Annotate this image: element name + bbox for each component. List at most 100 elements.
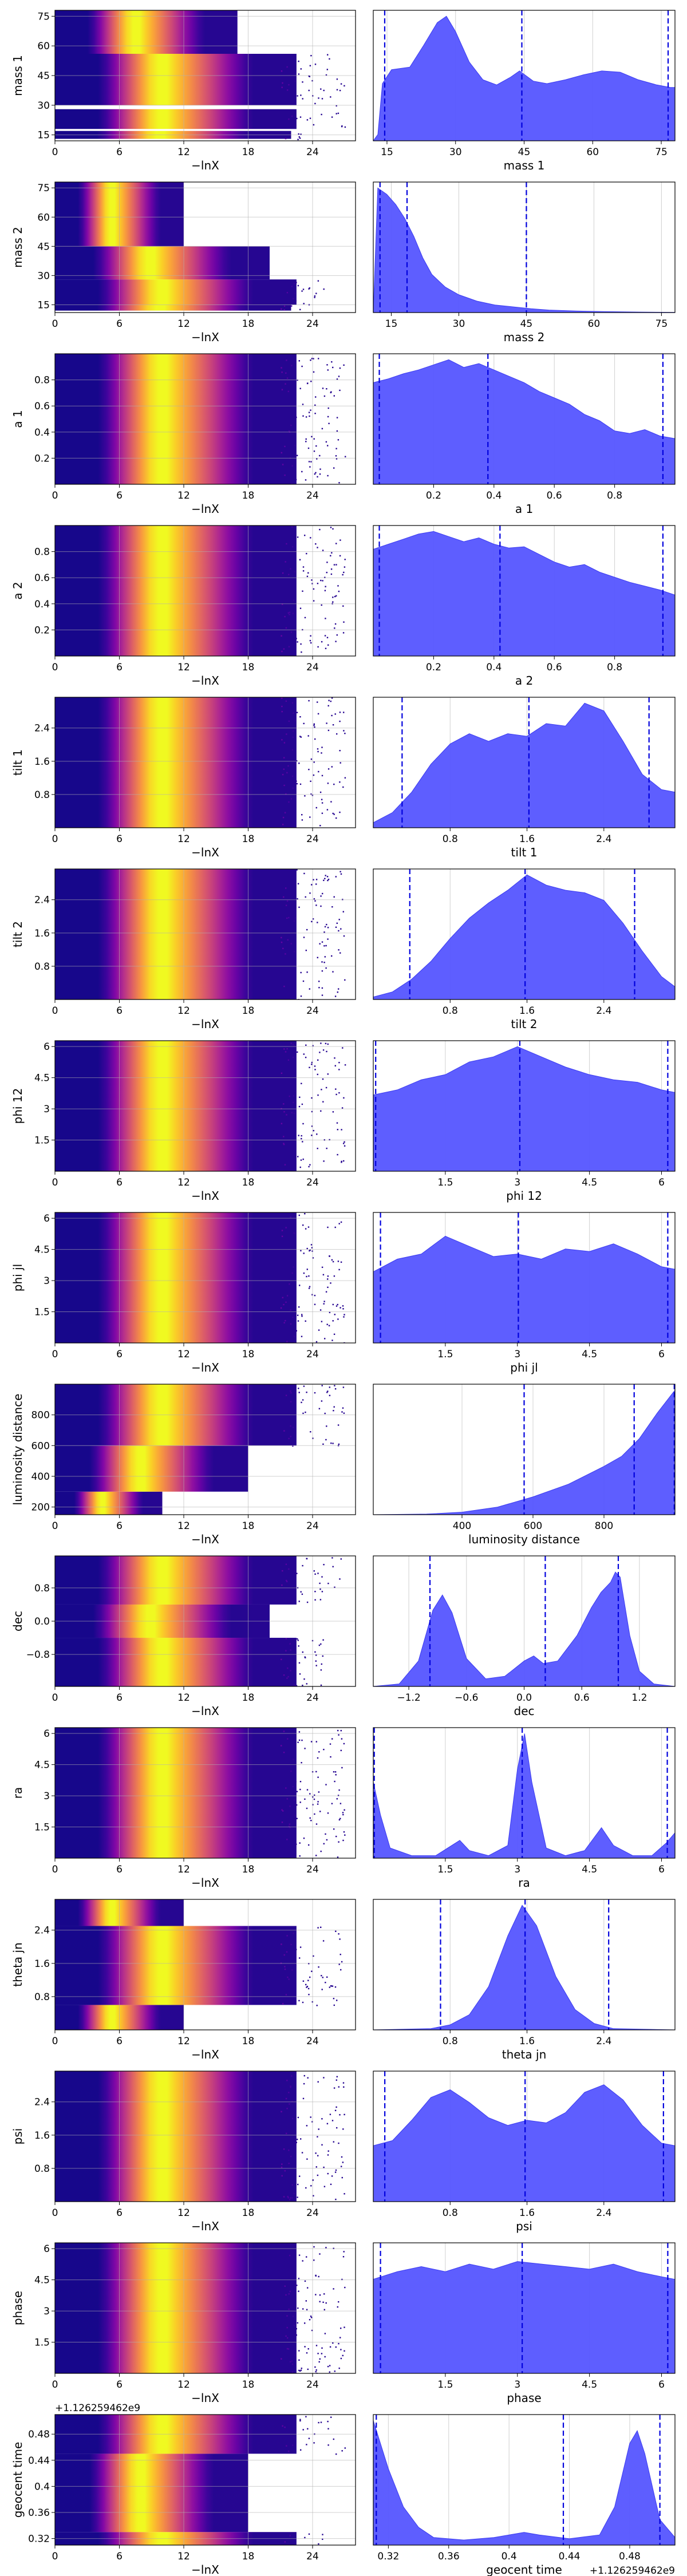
trace-point [309, 1250, 310, 1252]
trace-point [333, 2087, 335, 2089]
trace-point [325, 441, 327, 443]
trace-point [286, 1798, 288, 1800]
trace-point [311, 1061, 313, 1064]
trace-point [322, 1655, 323, 1657]
trace-point [308, 1287, 310, 1289]
trace-point [290, 1392, 292, 1394]
trace-point [330, 700, 331, 702]
trace-ylabel: mass 2 [11, 227, 25, 268]
trace-point [314, 1599, 316, 1601]
trace-point [322, 1078, 324, 1080]
trace-point [309, 1976, 311, 1978]
trace-point [298, 1214, 300, 1216]
post-xtick-label: 0.8 [443, 2207, 458, 2219]
trace-xtick-label: 12 [177, 318, 190, 330]
trace-point [343, 712, 345, 713]
trace-point [290, 1390, 291, 1392]
trace-point [283, 305, 286, 307]
trace-point [331, 361, 333, 363]
trace-point [322, 550, 324, 551]
trace-point [306, 2125, 308, 2127]
trace-xtick-label: 24 [306, 1692, 319, 1704]
trace-point [310, 635, 311, 637]
post-xtick-label: 0.6 [574, 1692, 590, 1704]
trace-point [298, 2290, 299, 2292]
trace-point [307, 1988, 310, 1990]
trace-point [322, 580, 323, 582]
trace-point [342, 2128, 344, 2130]
trace-point [285, 1994, 287, 1996]
trace-point [342, 1308, 344, 1310]
trace-point [304, 1213, 306, 1215]
trace-point [314, 726, 315, 728]
trace-axes [55, 1899, 343, 2030]
trace-point [315, 2166, 317, 2168]
trace-ytick-label: 3 [44, 1104, 50, 1115]
trace-point [324, 1412, 326, 1415]
trace-point [327, 369, 329, 371]
trace-point [293, 1266, 294, 1268]
post-xtick-label: 0.4 [486, 662, 502, 673]
trace-point [318, 2128, 319, 2130]
trace-xtick-label: 6 [116, 1349, 123, 1360]
trace-point [334, 1586, 335, 1588]
trace-point [343, 730, 345, 732]
trace-point [308, 461, 310, 463]
trace-point [327, 1812, 329, 1814]
trace-xlabel: −lnX [191, 2563, 219, 2576]
trace-point [319, 1582, 321, 1585]
trace-point [301, 365, 303, 368]
trace-point [332, 601, 334, 603]
trace-point [314, 64, 317, 65]
trace-ytick-label: 0.2 [34, 625, 50, 636]
trace-point [339, 1578, 341, 1580]
post-xtick-label: 3 [514, 2379, 520, 2391]
post-axes [373, 1728, 675, 1858]
trace-xtick-label: 6 [116, 1692, 123, 1704]
panel-luminosity-distance: 200 400 600 800 0 6 12 18 24 −lnX luminosity dista… [11, 1384, 676, 1546]
trace-point [310, 642, 312, 644]
trace-point [339, 712, 341, 713]
trace-point [281, 2175, 283, 2177]
trace-xtick-label: 0 [52, 662, 58, 673]
trace-point [305, 1057, 307, 1058]
trace-point [325, 967, 327, 969]
trace-point [284, 474, 286, 476]
posterior-density [373, 874, 675, 999]
trace-point [337, 1795, 339, 1796]
trace-ytick-label: 75 [37, 11, 50, 22]
trace-point [304, 795, 306, 797]
trace-point [312, 1257, 314, 1259]
trace-point [287, 1976, 289, 1978]
trace-axes [55, 10, 346, 140]
trace-point [287, 1059, 290, 1061]
trace-ytick-label: 1.5 [34, 1135, 50, 1147]
trace-band [55, 2243, 297, 2373]
trace-point [303, 2075, 305, 2077]
trace-point [317, 646, 319, 648]
trace-point [310, 758, 313, 760]
trace-point [287, 2196, 289, 2198]
trace-point [305, 1984, 307, 1986]
trace-point [327, 407, 329, 409]
trace-point [293, 1056, 294, 1058]
trace-point [302, 2097, 305, 2100]
trace-xtick-label: 24 [306, 1349, 319, 1360]
trace-xlabel: −lnX [191, 1876, 219, 1890]
trace-xlabel: −lnX [191, 159, 219, 172]
trace-point [339, 2337, 341, 2338]
trace-point [306, 1807, 308, 1809]
trace-point [317, 280, 319, 282]
trace-point [340, 2349, 342, 2350]
trace-point [294, 1336, 295, 1337]
trace-point [290, 1436, 291, 1437]
trace-point [329, 1986, 330, 1988]
trace-point [294, 1815, 296, 1816]
trace-point [298, 1601, 300, 1602]
trace-point [286, 2326, 288, 2329]
trace-point [300, 1591, 302, 1593]
trace-point [301, 2152, 303, 2154]
trace-point [344, 979, 346, 981]
trace-xtick-label: 24 [306, 2036, 319, 2047]
trace-point [340, 1969, 342, 1971]
